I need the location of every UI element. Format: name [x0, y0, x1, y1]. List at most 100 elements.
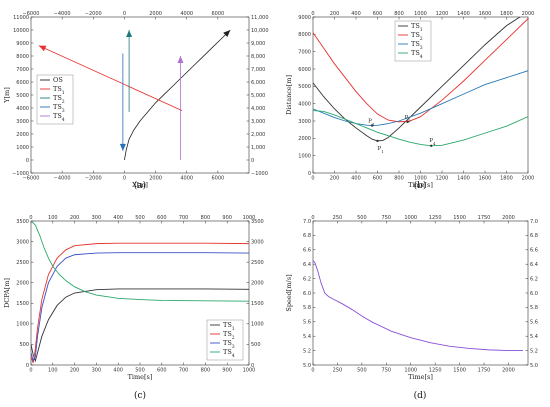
y-tick-label-c: 0: [26, 363, 29, 369]
x-tick-top-label-d: 2000: [502, 215, 515, 221]
x-tick-label-c: 1000: [243, 368, 256, 374]
x-tick-label-c: 700: [179, 368, 189, 374]
y-tick-label-a: 11000: [13, 15, 29, 21]
x-tick-top-label-b: 200: [330, 11, 340, 17]
y-tick-right-label-c: 0: [251, 363, 254, 369]
y-tick-label-b: 4000: [298, 101, 311, 107]
y-tick-label-d: 5.6: [303, 320, 311, 326]
y-tick-label-c: 3500: [16, 219, 29, 225]
y-tick-right-label-c: 2000: [251, 281, 264, 287]
y-tick-label-b: 6000: [298, 67, 311, 73]
x-tick-top-label-d: 250: [333, 215, 343, 221]
x-axis-label-a: X[m]: [132, 181, 148, 189]
x-tick-top-label-c: 900: [222, 215, 232, 221]
y-tick-right-label-d: 6.0: [530, 291, 538, 297]
y-tick-right-label-c: 3500: [251, 219, 264, 225]
x-tick-label-c: 800: [201, 368, 211, 374]
x-tick-label-d: 1000: [404, 368, 417, 374]
legend-entry-a-os: OS: [53, 76, 63, 84]
x-tick-label-a: 4000: [180, 176, 193, 182]
x-tick-label-c: 400: [113, 368, 123, 374]
y-tick-right-label-d: 5.2: [530, 348, 538, 354]
x-tick-label-a: −6000: [23, 176, 40, 182]
legend-entry-b-ts2: TS2: [411, 31, 423, 42]
series-line-d-speed: [313, 260, 524, 352]
y-tick-right-label-d: 7.0: [530, 219, 538, 225]
y-tick-label-d: 7.0: [303, 219, 311, 225]
y-tick-label-b: 0: [308, 171, 311, 177]
y-tick-label-b: 7000: [298, 49, 311, 55]
annotation-label-p3: P3: [368, 119, 375, 127]
x-tick-top-label-b: 0: [311, 11, 314, 17]
y-tick-right-label-d: 5.8: [530, 305, 538, 311]
y-tick-label-a: 1000: [16, 145, 29, 151]
x-tick-label-a: −4000: [54, 176, 71, 182]
legend-entry-b-ts4: TS4: [411, 49, 423, 60]
y-tick-label-d: 6.4: [303, 262, 311, 268]
x-axis-label-c: Time[s]: [128, 373, 153, 381]
x-tick-top-label-d: 1750: [478, 215, 491, 221]
y-tick-right-label-a: 10,000: [251, 28, 269, 34]
y-tick-label-c: 1000: [16, 322, 29, 328]
annotation-point-p3: [370, 124, 374, 127]
x-tick-label-a: 2000: [149, 176, 162, 182]
series-group-b: [313, 17, 528, 147]
x-tick-label-d: 0: [311, 368, 314, 374]
series-line-c-ts1: [31, 288, 249, 363]
y-tick-right-label-a: 6,000: [251, 80, 265, 86]
arrowhead-os: [223, 30, 231, 38]
x-tick-label-d: 1500: [453, 368, 466, 374]
x-tick-top-label-a: 0: [123, 11, 126, 17]
y-tick-right-label-d: 6.8: [530, 233, 538, 239]
x-tick-label-c: 0: [29, 368, 32, 374]
legend-entry-c-ts1: TS1: [223, 321, 235, 332]
y-tick-label-a: 0: [26, 158, 29, 164]
y-tick-right-label-a: 9,000: [251, 41, 265, 47]
y-tick-label-d: 5.2: [303, 348, 311, 354]
x-tick-top-label-c: 400: [113, 215, 123, 221]
legend-box-c: [206, 319, 244, 361]
x-tick-label-d: 1750: [478, 368, 491, 374]
series-line-c-ts3: [31, 252, 249, 363]
x-tick-top-label-d: 750: [382, 215, 392, 221]
x-tick-label-b: 1400: [457, 176, 470, 182]
x-tick-label-a: 0: [123, 176, 126, 182]
y-axis-label-b: Distance[m]: [285, 75, 293, 115]
x-axis-label-d: Time[s]: [408, 373, 433, 381]
x-tick-top-label-a: 6000: [211, 11, 224, 17]
x-tick-label-b: 800: [394, 176, 404, 182]
x-tick-top-label-c: 700: [179, 215, 189, 221]
series-line-c-ts2: [31, 242, 249, 364]
x-tick-top-label-d: 1000: [404, 215, 417, 221]
y-tick-label-c: 500: [19, 342, 29, 348]
y-tick-right-label-d: 6.2: [530, 276, 538, 282]
panel-d: 0 0 250 250 500 500 750 750 1000 1000 1250 1250 1500…: [285, 215, 538, 401]
x-tick-label-d: 1250: [429, 368, 442, 374]
y-tick-right-label-c: 1500: [251, 301, 264, 307]
series-group-c: [31, 221, 249, 364]
caption-d: (d): [414, 390, 427, 401]
annotation-point-p2: [406, 120, 409, 124]
x-tick-top-label-c: 100: [48, 215, 58, 221]
y-tick-label-a: 2000: [16, 132, 29, 138]
legend-entry-c-ts2: TS2: [223, 330, 235, 341]
y-tick-label-d: 5.0: [303, 363, 311, 369]
y-axis-label-c: DCPA[m]: [3, 278, 11, 308]
x-tick-top-label-a: −4000: [54, 11, 71, 17]
x-tick-top-label-b: 600: [373, 11, 383, 17]
x-tick-top-label-a: −2000: [85, 11, 102, 17]
x-tick-top-label-d: 500: [357, 215, 367, 221]
legend-entry-c-ts3: TS3: [223, 339, 235, 350]
y-tick-label-b: 2000: [298, 136, 311, 142]
y-tick-label-a: 8000: [16, 54, 29, 60]
x-tick-top-label-b: 1800: [500, 11, 513, 17]
y-tick-label-c: 2000: [16, 281, 29, 287]
y-tick-right-label-c: 3000: [251, 239, 264, 245]
legend-entry-a-ts3: TS3: [53, 103, 65, 114]
x-tick-top-label-a: 2000: [149, 11, 162, 17]
series-line-c-ts4: [31, 221, 249, 302]
y-tick-right-label-a: 5,000: [251, 93, 265, 99]
